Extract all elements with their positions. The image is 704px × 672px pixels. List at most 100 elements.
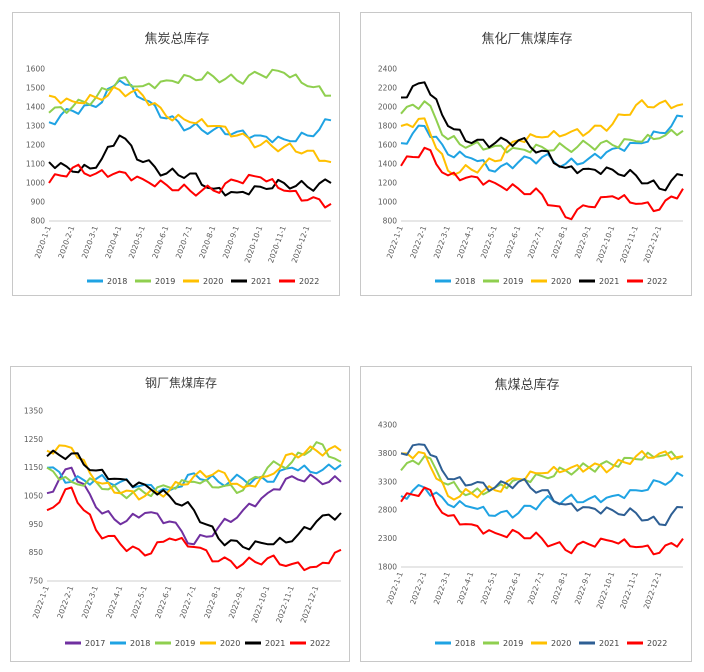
x-tick-label: 2020-12-1 (290, 224, 312, 264)
x-tick-label: 2022-12-1 (642, 570, 664, 610)
y-tick-label: 1600 (378, 141, 397, 150)
series-line-2022 (48, 163, 332, 209)
x-tick-label: 2020-9-1 (221, 224, 241, 259)
legend-label-2018: 2018 (130, 639, 150, 648)
chart-title: 焦化厂焦煤库存 (481, 31, 572, 47)
legend-label-2022: 2022 (647, 639, 667, 648)
chart-title: 焦煤总库存 (494, 377, 559, 393)
x-tick-label: 2022-5-1 (129, 584, 149, 619)
y-tick-label: 1300 (26, 122, 45, 131)
legend-label-2018: 2018 (455, 639, 475, 648)
y-tick-label: 1150 (24, 463, 43, 472)
x-tick-label: 2022-1-1 (385, 570, 405, 605)
legend-label-2018: 2018 (107, 277, 127, 286)
y-tick-label: 1600 (26, 65, 45, 74)
x-tick-label: 2022-2-1 (408, 224, 428, 259)
x-tick-label: 2022-5-1 (479, 570, 499, 605)
series-line-2018 (48, 79, 332, 144)
series-line-2017 (46, 466, 342, 546)
series-line-2020 (400, 450, 684, 501)
series-line-2021 (400, 443, 684, 527)
chart-panel-coal-total: 焦煤总库存 1800 2300 2800 3300 3800 4300 2022-1-1 202… (360, 366, 692, 662)
y-tick-label: 1800 (378, 122, 397, 131)
y-tick-label: 1800 (378, 563, 397, 572)
x-tick-label: 2022-7-1 (526, 570, 546, 605)
x-tick-label: 2020-2-1 (56, 224, 76, 259)
series-line-2021 (46, 449, 342, 551)
x-tick-label: 2022-6-1 (153, 584, 173, 619)
x-tick-label: 2022-2-1 (408, 570, 428, 605)
legend-label-2020: 2020 (203, 277, 223, 286)
x-tick-label: 2022-3-1 (80, 584, 100, 619)
x-tick-label: 2022-10-1 (595, 224, 617, 264)
series-line-2019 (400, 100, 684, 154)
chart-title: 焦炭总库存 (144, 31, 209, 47)
x-tick-label: 2022-4-1 (455, 570, 475, 605)
x-tick-label: 2022-7-1 (526, 224, 546, 259)
y-tick-label: 3300 (378, 477, 397, 486)
x-tick-label: 2022-8-1 (549, 224, 569, 259)
legend-label-2022: 2022 (310, 639, 330, 648)
series-line-2021 (48, 134, 332, 197)
y-tick-label: 1000 (26, 179, 45, 188)
y-tick-label: 1200 (378, 179, 397, 188)
chart-panel-steel-mill-coal: 钢厂焦煤库存 750 850 950 1050 1150 1250 1350 2022-1-1 2… (10, 366, 350, 662)
x-tick-label: 2022-6-1 (502, 224, 522, 259)
chart-title: 钢厂焦煤库存 (145, 375, 217, 390)
x-tick-label: 2022-3-1 (432, 570, 452, 605)
legend-label-2020: 2020 (551, 277, 571, 286)
y-tick-label: 1400 (26, 103, 45, 112)
y-tick-label: 1200 (26, 141, 45, 150)
y-tick-label: 2000 (378, 103, 397, 112)
y-tick-label: 2200 (378, 84, 397, 93)
series-line-2020 (400, 99, 684, 176)
y-tick-label: 1400 (378, 160, 397, 169)
x-tick-label: 2022-5-1 (479, 224, 499, 259)
y-tick-label: 1350 (24, 407, 43, 416)
x-tick-label: 2022-11-1 (618, 224, 640, 264)
legend-label-2021: 2021 (599, 277, 619, 286)
y-tick-label: 1250 (24, 435, 43, 444)
series-line-2021 (400, 81, 684, 192)
x-tick-label: 2020-7-1 (174, 224, 194, 259)
series-line-2022 (400, 146, 684, 221)
x-tick-label: 2022-9-1 (573, 224, 593, 259)
x-tick-label: 2022-4-1 (455, 224, 475, 259)
chart-panel-coke-total: 焦炭总库存 800 900 1000 1100 1200 1300 1400 1500 1600 2… (12, 12, 340, 296)
x-tick-label: 2022-3-1 (432, 224, 452, 259)
x-tick-label: 2022-11-1 (618, 570, 640, 610)
x-tick-label: 2020-6-1 (150, 224, 170, 259)
x-tick-label: 2022-2-1 (55, 584, 75, 619)
series-line-2022 (400, 486, 684, 556)
x-tick-label: 2022-8-1 (202, 584, 222, 619)
legend-label-2022: 2022 (647, 277, 667, 286)
x-tick-label: 2022-9-1 (227, 584, 247, 619)
chart-coking-plant-coal-inventory: 焦化厂焦煤库存 800 1000 1200 1400 1600 1800 2000 2200 24… (378, 31, 684, 286)
y-tick-label: 800 (31, 217, 46, 226)
series-line-2018 (46, 463, 342, 494)
y-tick-label: 2400 (378, 65, 397, 74)
legend-label-2019: 2019 (503, 277, 523, 286)
y-tick-label: 1500 (26, 84, 45, 93)
x-tick-label: 2022-1-1 (31, 584, 51, 619)
x-tick-label: 2022-10-1 (250, 584, 272, 624)
y-tick-label: 750 (29, 577, 44, 586)
y-tick-label: 1100 (26, 160, 45, 169)
series-line-2020 (48, 86, 332, 164)
y-tick-label: 1050 (24, 492, 43, 501)
x-tick-label: 2020-5-1 (127, 224, 147, 259)
y-tick-label: 2800 (378, 506, 397, 515)
y-tick-label: 850 (29, 548, 44, 557)
series-line-2022 (46, 486, 342, 572)
legend-label-2018: 2018 (455, 277, 475, 286)
y-tick-label: 900 (31, 198, 46, 207)
legend-label-2020: 2020 (551, 639, 571, 648)
y-tick-label: 4300 (378, 421, 397, 430)
x-tick-label: 2020-3-1 (80, 224, 100, 259)
y-tick-label: 3800 (378, 449, 397, 458)
x-tick-label: 2022-9-1 (573, 570, 593, 605)
x-tick-label: 2022-12-1 (299, 584, 321, 624)
x-tick-label: 2022-6-1 (502, 570, 522, 605)
